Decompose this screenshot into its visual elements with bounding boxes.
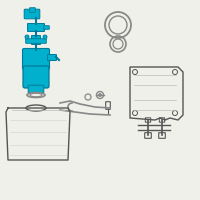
FancyBboxPatch shape	[30, 8, 35, 12]
FancyBboxPatch shape	[44, 26, 49, 29]
FancyBboxPatch shape	[48, 54, 57, 60]
FancyBboxPatch shape	[23, 66, 49, 88]
Circle shape	[98, 94, 102, 97]
Circle shape	[25, 35, 29, 39]
Circle shape	[43, 35, 47, 39]
FancyBboxPatch shape	[26, 39, 46, 43]
FancyBboxPatch shape	[24, 9, 40, 19]
Ellipse shape	[26, 105, 46, 111]
FancyBboxPatch shape	[22, 48, 50, 70]
FancyBboxPatch shape	[28, 23, 44, 31]
FancyBboxPatch shape	[28, 85, 44, 93]
FancyBboxPatch shape	[32, 36, 40, 45]
